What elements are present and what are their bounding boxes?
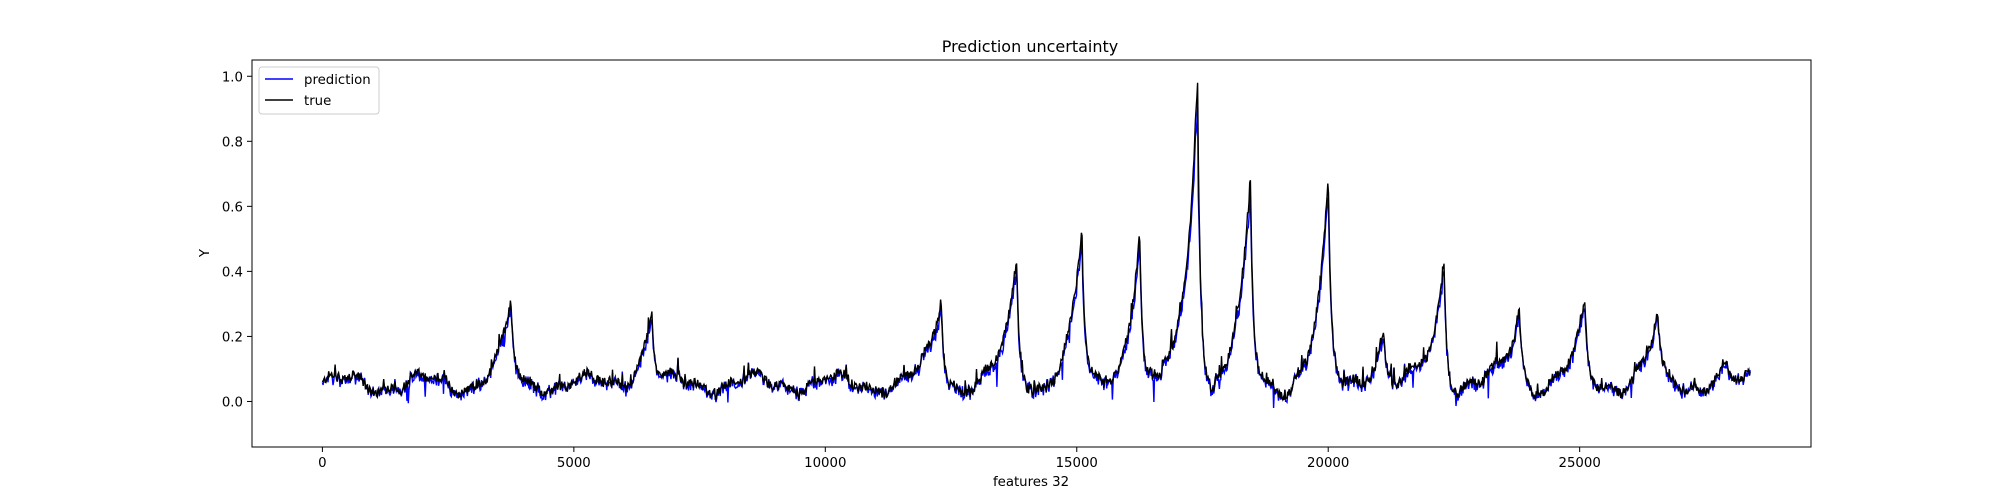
x-tick-label: 10000 <box>804 456 846 471</box>
legend-label-prediction: prediction <box>304 73 371 88</box>
chart-title: Prediction uncertainty <box>942 37 1118 56</box>
y-tick-label: 1.0 <box>222 70 243 85</box>
x-tick-label: 25000 <box>1559 456 1601 471</box>
x-tick-label: 15000 <box>1056 456 1098 471</box>
x-axis-label: features 32 <box>993 475 1069 490</box>
plot-frame <box>251 59 1812 448</box>
x-axis: 0 5000 10000 15000 20000 25000 <box>318 447 1601 471</box>
x-tick-label: 0 <box>318 456 326 471</box>
y-tick-label: 0.2 <box>222 330 243 345</box>
y-tick-label: 0.6 <box>222 200 243 215</box>
x-tick-label: 20000 <box>1307 456 1349 471</box>
y-axis: 0.0 0.2 0.4 0.6 0.8 1.0 <box>222 70 252 410</box>
y-axis-label: Y <box>198 248 213 258</box>
legend: prediction true <box>258 66 380 115</box>
y-tick-label: 0.0 <box>222 395 243 410</box>
y-tick-label: 0.8 <box>222 135 243 150</box>
series-line-true <box>321 82 1751 402</box>
y-tick-label: 0.4 <box>222 265 243 280</box>
x-tick-label: 5000 <box>557 456 591 471</box>
legend-label-true: true <box>304 94 331 109</box>
